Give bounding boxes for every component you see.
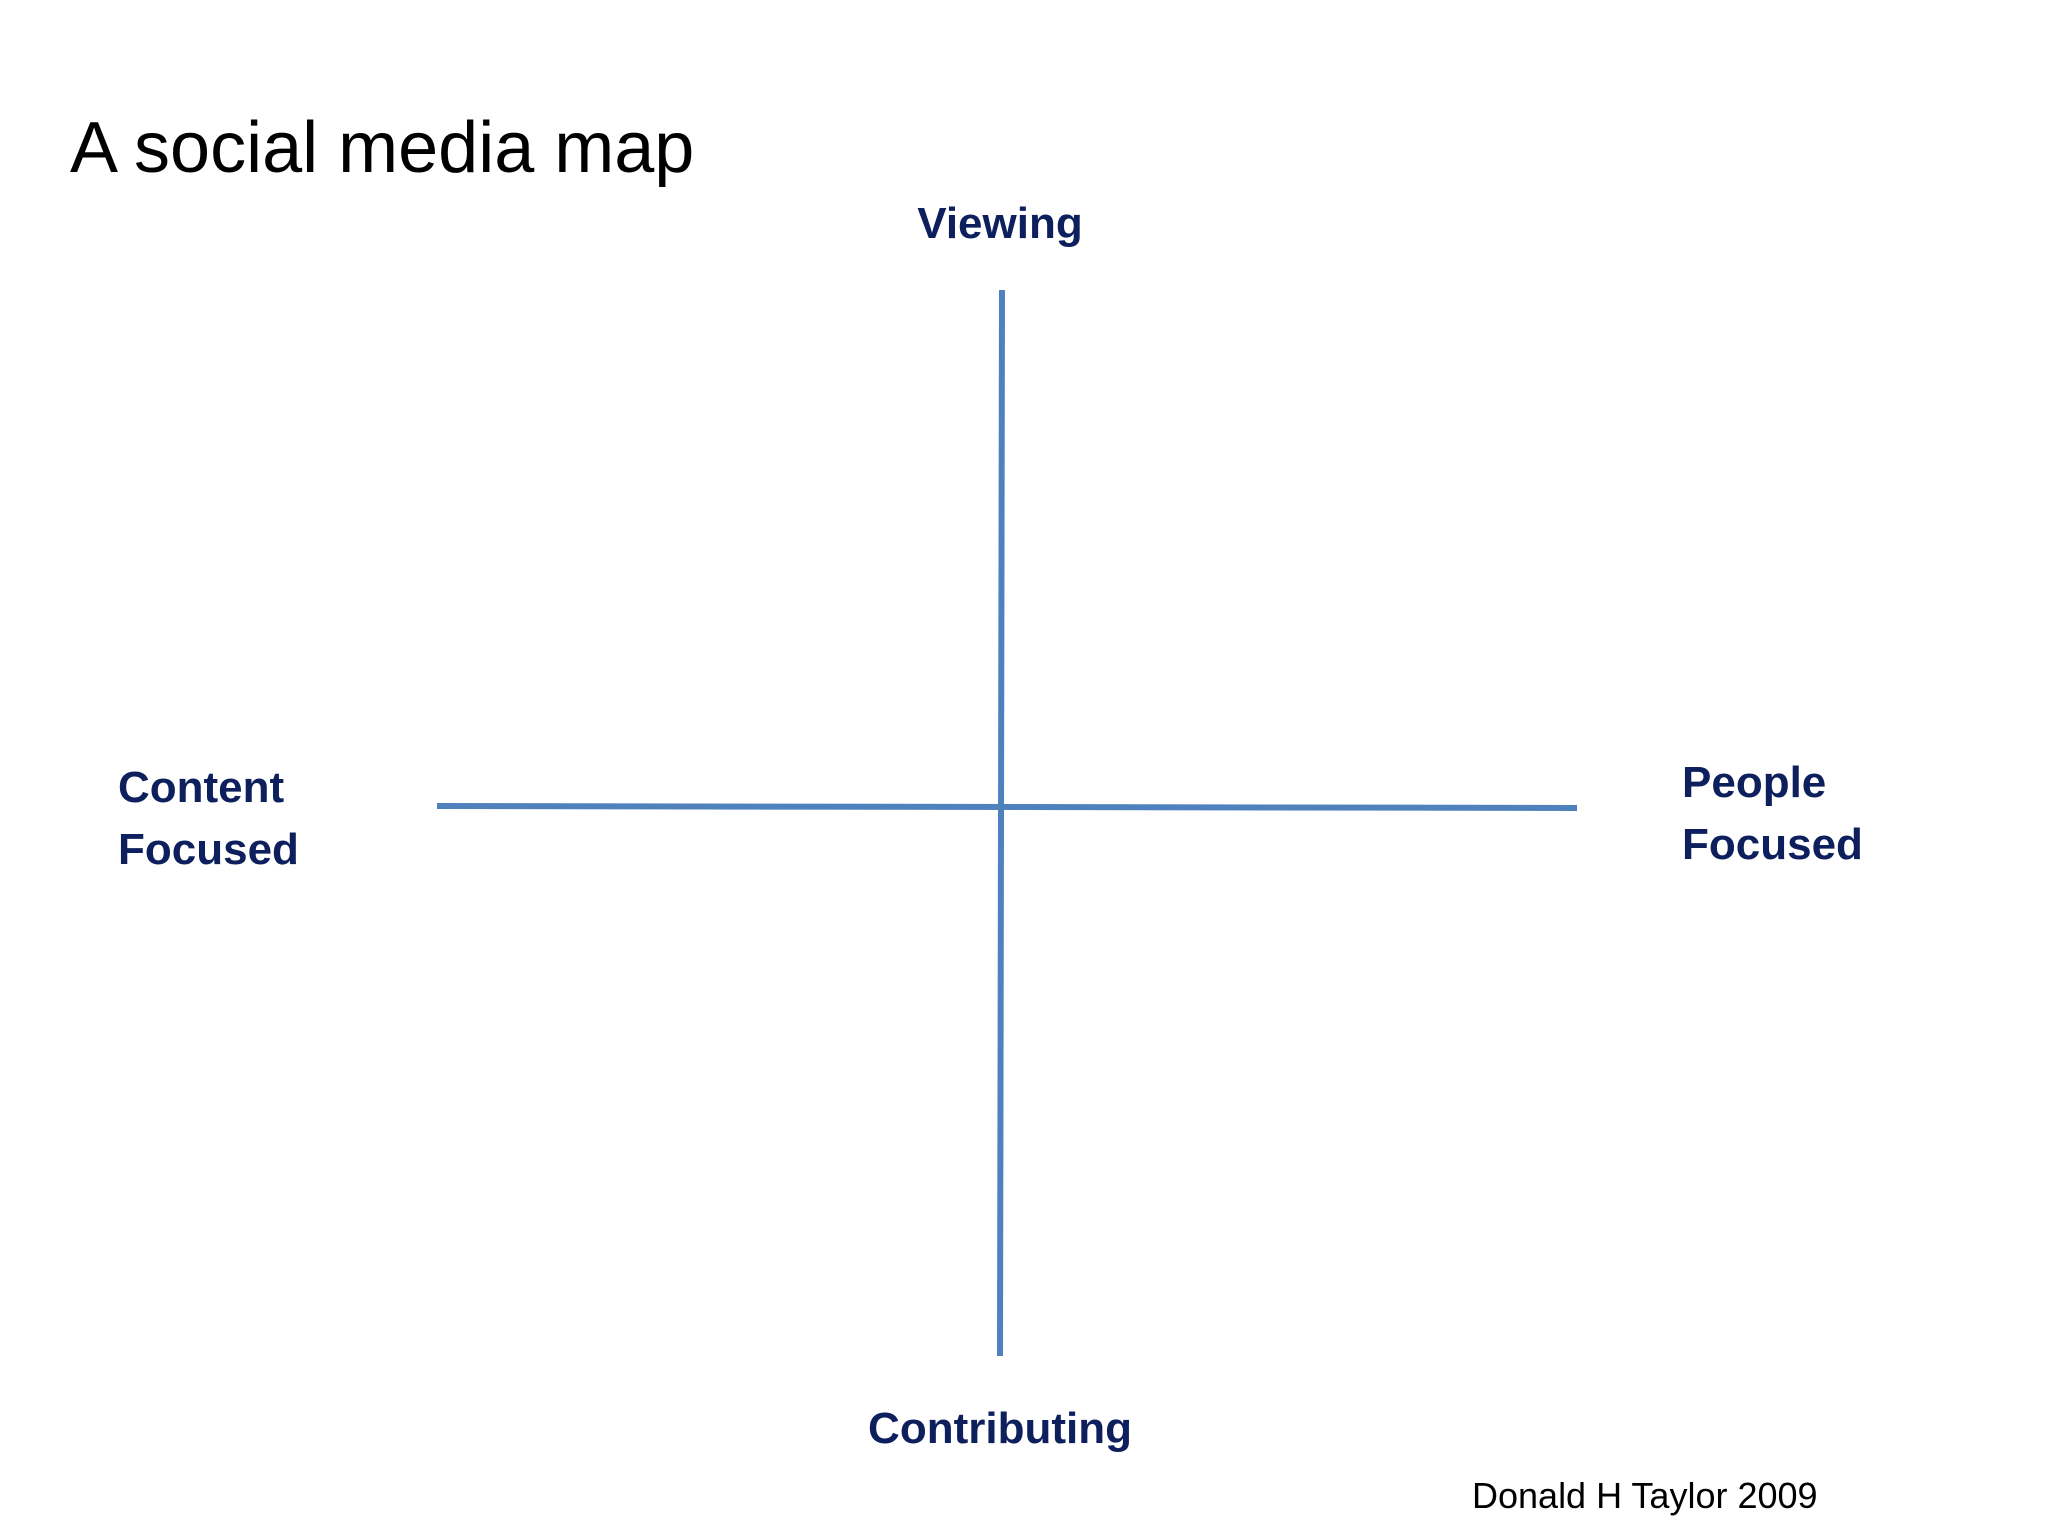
axis-label-line: Focused <box>118 825 299 874</box>
axis-label-people-focused: People Focused <box>1682 752 1863 876</box>
axis-label-line: People <box>1682 758 1827 807</box>
axis-label-line: Content <box>118 763 285 812</box>
horizontal-axis-line <box>436 803 1578 811</box>
axis-label-content-focused: Content Focused <box>118 757 299 881</box>
axis-label-contributing: Contributing <box>868 1404 1132 1453</box>
page-title: A social media map <box>70 108 695 188</box>
axis-label-line: Focused <box>1682 820 1863 869</box>
axis-label-viewing: Viewing <box>917 199 1083 248</box>
vertical-axis-line <box>997 289 1005 1357</box>
credit-text: Donald H Taylor 2009 <box>1472 1475 1818 1516</box>
